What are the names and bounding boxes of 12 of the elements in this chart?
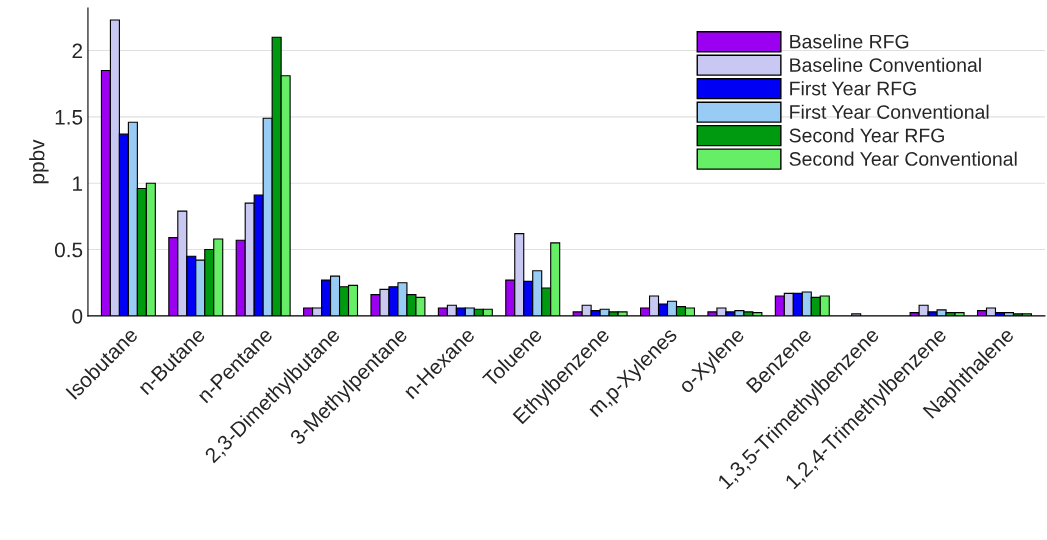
y-tick-label: 0.5 xyxy=(54,242,83,258)
legend-label: First Year Conventional xyxy=(790,104,989,119)
legend-label: Baseline RFG xyxy=(790,34,909,49)
y-tick-label: 0 xyxy=(72,308,83,324)
y-tick-label: 1.5 xyxy=(55,110,83,125)
legend-label: Second Year Conventional xyxy=(789,151,1017,166)
legend-label: Baseline Conventional xyxy=(790,57,981,72)
y-axis-title: ppbv xyxy=(29,139,49,184)
legend-label: Second Year RFG xyxy=(789,128,944,143)
y-tick-label: 1 xyxy=(73,176,83,191)
legend-label: First Year RFG xyxy=(790,81,916,96)
y-tick-label: 2 xyxy=(72,43,83,59)
